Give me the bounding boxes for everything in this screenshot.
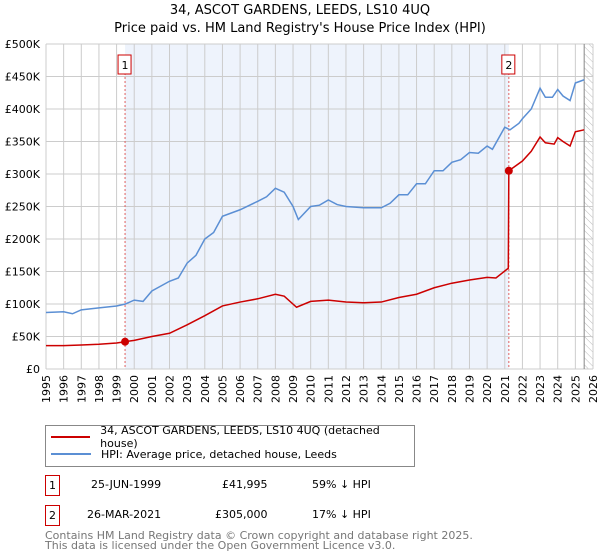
legend-label: 34, ASCOT GARDENS, LEEDS, LS10 4UQ (deta… <box>100 424 380 450</box>
x-tick-label: 1996 <box>58 375 71 403</box>
x-tick-label: 2014 <box>375 375 388 403</box>
annotation-label: 2 <box>505 59 512 72</box>
y-tick-label: £350K <box>5 136 41 149</box>
x-tick-label: 2016 <box>411 375 424 403</box>
y-tick-label: £450K <box>5 71 41 84</box>
legend-item-hpi: HPI: Average price, detached house, Leed… <box>51 446 337 462</box>
chart-title: 34, ASCOT GARDENS, LEEDS, LS10 4UQ <box>169 3 431 18</box>
legend-swatch-blue <box>51 453 91 455</box>
x-tick-label: 2010 <box>305 375 318 403</box>
series-line-hpi <box>45 79 585 315</box>
transaction-hpi: 59% ↓ HPI <box>312 478 371 491</box>
x-tick-label: 2003 <box>181 375 194 403</box>
y-tick-label: £150K <box>5 266 41 279</box>
series-line-property <box>46 129 585 347</box>
x-tick-label: 2015 <box>393 375 406 403</box>
x-tick-label: 2002 <box>164 375 177 403</box>
sale-point-marker <box>504 166 513 175</box>
y-tick-label: £200K <box>5 233 41 246</box>
x-tick-label: 1999 <box>111 375 124 403</box>
x-tick-label: 2020 <box>481 375 494 403</box>
footer-copyright: Contains HM Land Registry data © Crown c… <box>45 529 473 542</box>
y-tick-label: £50K <box>12 331 41 344</box>
legend-label: HPI: Average price, detached house, Leed… <box>101 447 337 461</box>
footer-licence: This data is licensed under the Open Gov… <box>45 539 396 552</box>
y-tick-label: £250K <box>5 201 41 214</box>
x-tick-label: 2011 <box>322 375 335 403</box>
x-tick-label: 1997 <box>75 375 88 403</box>
x-tick-label: 2001 <box>146 375 159 403</box>
marker-badge: 2 <box>45 505 60 526</box>
x-tick-label: 2004 <box>199 375 212 403</box>
x-tick-label: 2026 <box>587 375 600 403</box>
legend-item-property: 34, ASCOT GARDENS, LEEDS, LS10 4UQ (deta… <box>51 424 414 450</box>
x-tick-label: 2024 <box>552 375 565 403</box>
y-tick-label: £100K <box>5 298 41 311</box>
y-tick-label: £0 <box>26 363 40 376</box>
transaction-price: £305,000 <box>215 508 268 521</box>
x-tick-label: 2013 <box>358 375 371 403</box>
x-tick-label: 2006 <box>234 375 247 403</box>
transaction-date: 25-JUN-1999 <box>91 478 162 491</box>
x-tick-label: 2025 <box>569 375 582 403</box>
x-tick-label: 2008 <box>269 375 282 403</box>
legend-swatch-red <box>51 436 91 438</box>
price-chart: 1995 1996 1997 1998 1999 2000 2001 2002 2003 2004… <box>5 38 600 403</box>
chart-subtitle: Price paid vs. HM Land Registry's House … <box>114 21 486 36</box>
x-tick-label: 2012 <box>340 375 353 403</box>
legend: 34, ASCOT GARDENS, LEEDS, LS10 4UQ (deta… <box>45 424 415 467</box>
x-tick-label: 1995 <box>40 375 53 403</box>
x-tick-label: 2019 <box>463 375 476 403</box>
x-tick-label: 2009 <box>287 375 300 403</box>
x-tick-label: 2000 <box>128 375 141 403</box>
x-tick-label: 2017 <box>428 375 441 403</box>
marker-badge: 1 <box>45 475 60 496</box>
annotation-label: 1 <box>122 59 129 72</box>
annotation-box <box>117 54 132 75</box>
x-tick-label: 2021 <box>499 375 512 403</box>
x-tick-label: 2007 <box>252 375 265 403</box>
transaction-price: £41,995 <box>222 478 268 491</box>
annotation-box <box>501 54 516 75</box>
x-tick-label: 2023 <box>534 375 547 403</box>
y-tick-label: £400K <box>5 103 41 116</box>
footer: Contains HM Land Registry data © Crown c… <box>45 529 473 552</box>
y-tick-label: £300K <box>5 168 41 181</box>
transaction-date: 26-MAR-2021 <box>87 508 162 521</box>
x-tick-label: 2022 <box>516 375 529 403</box>
x-tick-label: 2018 <box>446 375 459 403</box>
sale-point-marker <box>121 337 130 346</box>
transaction-hpi: 17% ↓ HPI <box>312 508 371 521</box>
x-tick-label: 2005 <box>216 375 229 403</box>
y-tick-label: £500K <box>5 38 41 51</box>
x-tick-label: 1998 <box>93 375 106 403</box>
